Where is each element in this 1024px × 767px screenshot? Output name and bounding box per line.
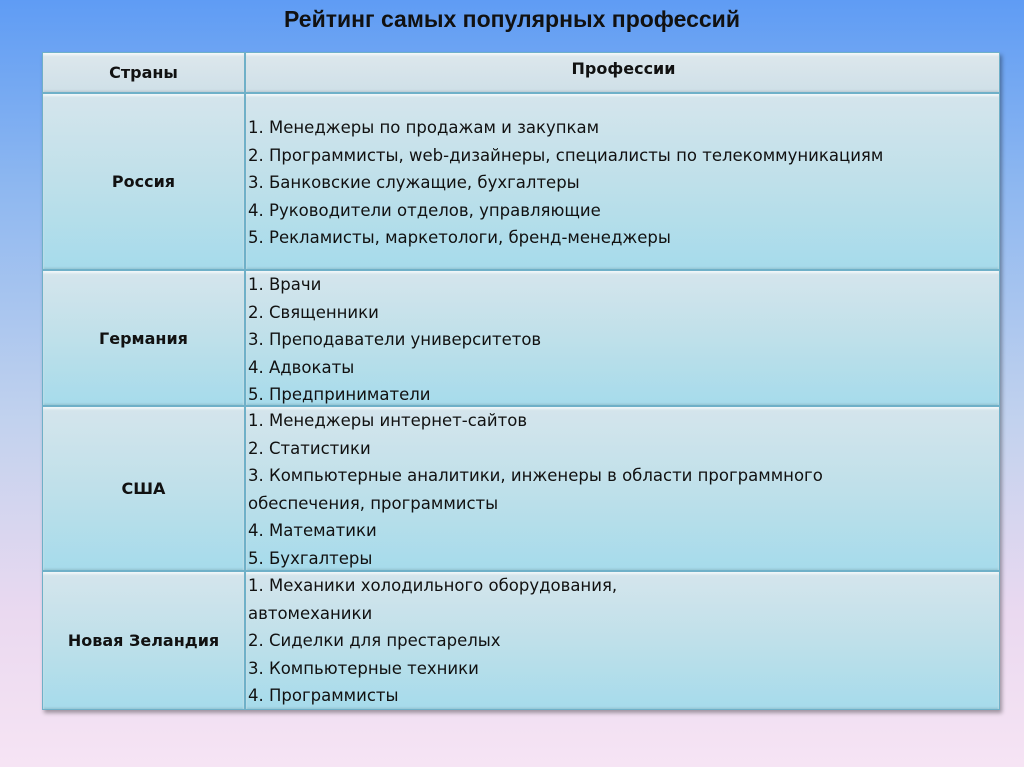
header-countries: Страны [42, 52, 245, 93]
profession-item: 5. Рекламисты, маркетологи, бренд-менедж… [248, 228, 671, 247]
table-row: Новая Зеландия 1. Механики холодильного … [42, 571, 1000, 710]
profession-item: 2. Сиделки для престарелых [248, 631, 501, 650]
slide-title: Рейтинг самых популярных профессий [284, 6, 740, 32]
profession-item: 4. Математики [248, 521, 377, 540]
profession-item: 5. Бухгалтеры [248, 548, 373, 568]
table-row: Россия 1. Менеджеры по продажам и закупк… [42, 93, 1000, 270]
profession-item: 2. Священники [248, 302, 379, 322]
table-row: США 1. Менеджеры интернет-сайтов 2. Стати… [42, 406, 1000, 571]
profession-item: 4. Программисты [248, 686, 399, 705]
profession-item: 1. Механики холодильного оборудования, [248, 576, 618, 595]
profession-item: 4. Руководители отделов, управляющие [248, 200, 601, 220]
profession-item: 3. Компьютерные техники [248, 658, 479, 678]
professions-cell: 1. Врачи 2. Священники 3. Преподаватели ун… [245, 270, 1000, 406]
profession-item: 1. Менеджеры интернет-сайтов [248, 411, 528, 430]
professions-cell: 1. Менеджеры интернет-сайтов 2. Статистик… [245, 406, 1000, 571]
table-row: Германия 1. Врачи 2. Священники 3. Препода… [42, 270, 1000, 406]
profession-item: 1. Менеджеры по продажам и закупкам [248, 118, 600, 137]
country-cell: Германия [42, 270, 245, 406]
profession-item: автомеханики [248, 603, 373, 623]
profession-item: 2. Программисты, web-дизайнеры, специали… [248, 145, 884, 165]
country-cell: Новая Зеландия [42, 571, 245, 710]
profession-item: 2. Статистики [248, 438, 371, 458]
profession-item: 3. Компьютерные аналитики, инженеры в об… [248, 466, 823, 485]
table-header-row: Страны Профессии [42, 52, 1000, 93]
country-cell: США [42, 406, 245, 571]
country-cell: Россия [42, 93, 245, 270]
profession-item: 4. Адвокаты [248, 357, 355, 377]
profession-item: 5. Предприниматели [248, 385, 431, 404]
professions-table: Страны Профессии Россия 1. Менеджеры по … [42, 52, 1000, 710]
header-professions: Профессии [245, 52, 1000, 93]
professions-cell: 1. Механики холодильного оборудования, ав… [245, 571, 1000, 710]
profession-item: 3. Преподаватели университетов [248, 330, 542, 349]
profession-item: обеспечения, программисты [248, 493, 499, 513]
professions-cell: 1. Менеджеры по продажам и закупкам 2. Пр… [245, 93, 1000, 270]
profession-item: 1. Врачи [248, 275, 322, 294]
profession-item: 3. Банковские служащие, бухгалтеры [248, 173, 580, 192]
